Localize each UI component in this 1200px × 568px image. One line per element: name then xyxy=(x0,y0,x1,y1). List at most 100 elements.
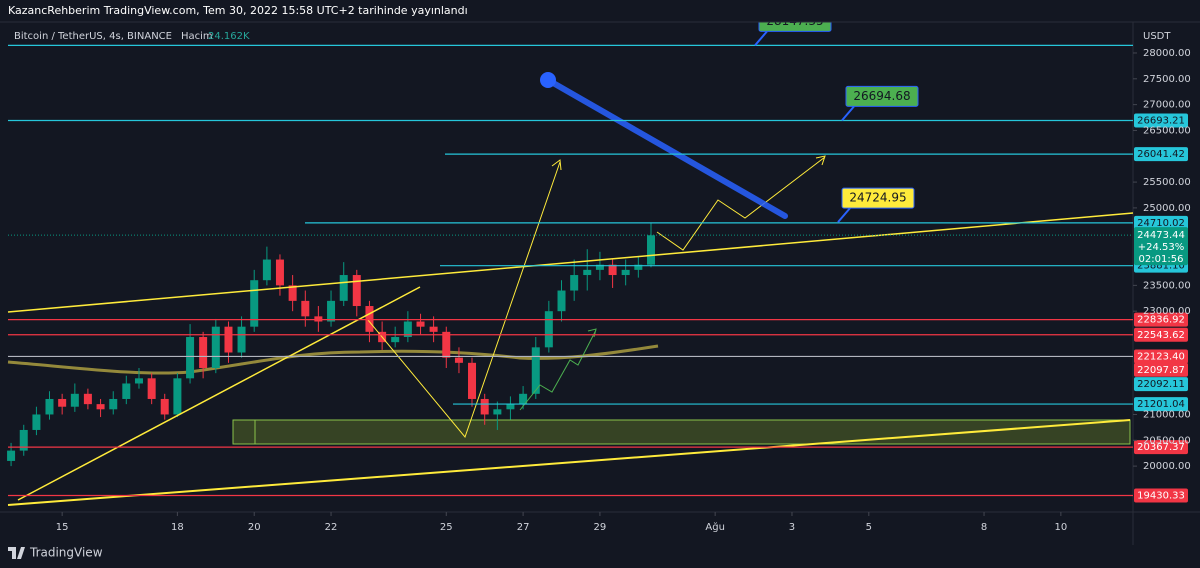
callout-pointer xyxy=(837,207,851,223)
x-tick-label: 8 xyxy=(981,522,987,533)
y-tick-label: 25000.00 xyxy=(1143,203,1191,214)
last-price-bg xyxy=(1134,227,1188,266)
price-label: 19430.33 xyxy=(1137,491,1185,502)
candle-body xyxy=(45,398,54,415)
projection-arrow xyxy=(656,155,826,251)
header-bar xyxy=(0,0,1200,22)
candle-body xyxy=(186,337,195,379)
x-tick-label: 18 xyxy=(171,522,184,533)
candle-body xyxy=(58,398,67,407)
price-label: 24710.02 xyxy=(1137,218,1185,229)
y-tick-label: 21000.00 xyxy=(1143,409,1191,420)
volume-label: Hacim xyxy=(181,31,213,42)
price-label-bg xyxy=(1134,397,1188,412)
price-label-bg xyxy=(1134,349,1188,364)
candle-body xyxy=(327,300,336,322)
projection-arrow xyxy=(367,159,562,439)
candle-body xyxy=(647,235,656,265)
candle-body xyxy=(468,362,477,399)
countdown: 02:01:56 xyxy=(1139,254,1184,265)
candle-body xyxy=(301,300,310,317)
candle-body xyxy=(365,306,374,332)
price-label: 21201.04 xyxy=(1137,399,1185,410)
candle-body xyxy=(288,285,297,301)
candle-body xyxy=(7,450,16,461)
candle-body xyxy=(608,264,617,276)
candle-body xyxy=(134,378,143,384)
candle-body xyxy=(339,275,348,301)
candle-body xyxy=(352,275,361,307)
price-label-bg xyxy=(1134,215,1188,230)
candle-body xyxy=(262,259,271,281)
y-tick-label: 23500.00 xyxy=(1143,280,1191,291)
ray xyxy=(545,77,788,219)
trendline xyxy=(17,286,421,501)
callout-box xyxy=(845,85,919,107)
last-change: +24.53% xyxy=(1138,242,1185,253)
y-tick-label: 27500.00 xyxy=(1143,74,1191,85)
y-tick-label: 20500.00 xyxy=(1143,435,1191,446)
candle-body xyxy=(160,398,169,415)
callout-pointer xyxy=(754,30,768,47)
candle-body xyxy=(544,311,553,348)
candles xyxy=(7,223,656,467)
callout-label: 24724.95 xyxy=(849,191,906,205)
price-label-bg xyxy=(1134,147,1188,162)
candle-body xyxy=(237,326,246,353)
candle-body xyxy=(391,337,400,343)
candle-body xyxy=(147,378,156,399)
candle-body xyxy=(429,326,438,332)
x-tick-label: 10 xyxy=(1054,522,1067,533)
last-price: 24473.44 xyxy=(1137,230,1185,241)
zone xyxy=(232,419,1131,445)
candle-body xyxy=(122,383,131,399)
price-label-bg xyxy=(1134,440,1188,455)
price-label: 22543.62 xyxy=(1137,330,1185,341)
price-label: 26041.42 xyxy=(1137,149,1185,160)
projection-arrow xyxy=(519,328,597,411)
y-tick-label: 23000.00 xyxy=(1143,306,1191,317)
y-tick-label: 28000.00 xyxy=(1143,48,1191,59)
candle-body xyxy=(557,290,566,312)
candle-body xyxy=(224,326,233,353)
candle-body xyxy=(531,347,540,394)
trendline xyxy=(7,419,1131,506)
x-tick-label: 29 xyxy=(594,522,607,533)
currency: USDT xyxy=(1143,31,1171,42)
candle-body xyxy=(454,357,463,363)
x-tick-label: 5 xyxy=(866,522,872,533)
brand-logo xyxy=(8,547,25,559)
price-label: 22123.40 xyxy=(1137,351,1185,362)
price-label: 22092.11 xyxy=(1137,379,1185,390)
candle-body xyxy=(506,404,515,410)
header-title: KazancRehberim TradingView.com, Tem 30, … xyxy=(8,4,468,17)
candle-body xyxy=(403,321,412,338)
price-label-bg xyxy=(1134,113,1188,128)
candle-body xyxy=(570,275,579,291)
candle-body xyxy=(634,264,643,270)
brand: TradingView xyxy=(29,546,103,560)
price-label-bg xyxy=(1134,327,1188,342)
x-tick-label: 27 xyxy=(517,522,530,533)
y-tick-label: 20000.00 xyxy=(1143,461,1191,472)
x-tick-label: 25 xyxy=(440,522,453,533)
candle-body xyxy=(275,259,284,286)
moving-average xyxy=(7,344,659,375)
candle-body xyxy=(416,321,425,327)
ray-handle xyxy=(540,72,556,88)
x-tick-label: 15 xyxy=(56,522,69,533)
y-tick-label: 27000.00 xyxy=(1143,100,1191,111)
candle-body xyxy=(83,393,92,405)
y-tick-label: 26500.00 xyxy=(1143,125,1191,136)
candle-body xyxy=(519,393,528,405)
x-tick-label: 20 xyxy=(248,522,261,533)
candle-body xyxy=(32,414,41,430)
price-label-bg xyxy=(1134,377,1188,392)
candle-body xyxy=(96,404,105,410)
callout-box xyxy=(841,187,915,209)
price-label-bg xyxy=(1134,488,1188,503)
symbol: Bitcoin / TetherUS, 4s, BINANCE xyxy=(14,31,172,42)
y-tick-label: 25500.00 xyxy=(1143,177,1191,188)
